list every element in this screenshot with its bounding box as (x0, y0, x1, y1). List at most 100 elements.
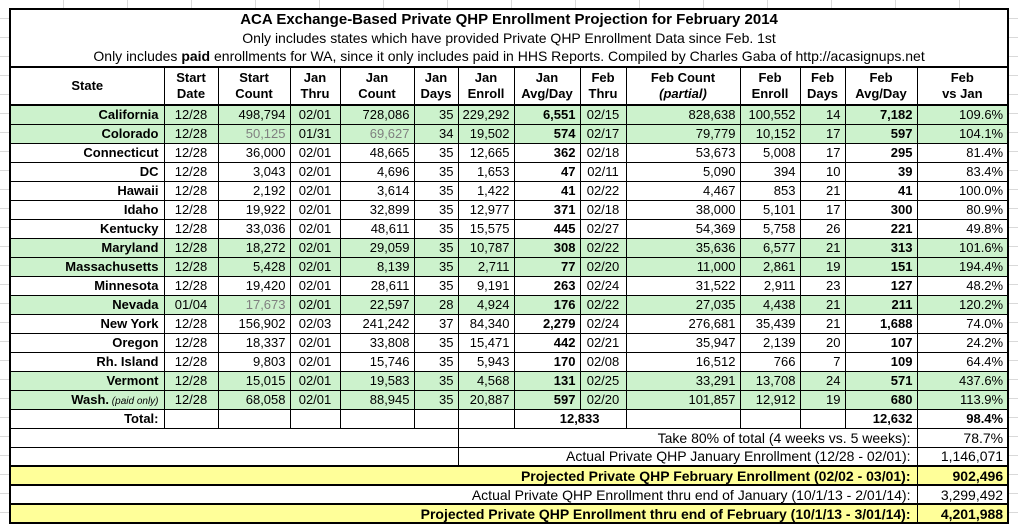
cell-jan-thru (289, 408, 341, 429)
cell-jan-days: 35 (413, 275, 459, 296)
title-row: ACA Exchange-Based Private QHP Enrollmen… (9, 8, 1009, 68)
cell-start-date: 12/28 (163, 256, 219, 277)
cell-feb-vs-jan: 109.6% (916, 104, 1009, 125)
cell-feb-count-partial: 16,512 (625, 351, 741, 372)
cell-jan-days: 35 (413, 180, 459, 201)
summary-spacer (9, 446, 459, 467)
state-name: Oregon (9, 332, 165, 353)
cell-jan-count: 29,059 (339, 237, 415, 258)
cell-jan-enroll: 4,924 (457, 294, 515, 315)
cell-feb-enroll: 2,861 (739, 256, 801, 277)
cell-jan-avg-day: 445 (513, 218, 581, 239)
cell-start-count: 68,058 (217, 389, 291, 410)
cell-start-date: 12/28 (163, 199, 219, 220)
cell-jan-avg-day: 597 (513, 389, 581, 410)
cell-feb-avg-day: 109 (844, 351, 918, 372)
cell-feb-days: 17 (799, 199, 846, 220)
enrollment-table: ACA Exchange-Based Private QHP Enrollmen… (9, 8, 1010, 524)
cell-start-count: 18,272 (217, 237, 291, 258)
cell-feb-thru: 02/27 (579, 218, 627, 239)
cell-feb-thru: 02/15 (579, 104, 627, 125)
column-header-feb-thru: Feb Thru (579, 66, 627, 106)
cell-feb-avg-day: 295 (844, 142, 918, 163)
summary-label: Actual Private QHP Enrollment thru end o… (9, 484, 918, 505)
cell-start-count: 19,420 (217, 275, 291, 296)
cell-start-date: 12/28 (163, 180, 219, 201)
total-label: Total: (9, 408, 165, 429)
cell-feb-thru: 02/24 (579, 313, 627, 334)
cell-jan-count: 48,665 (339, 142, 415, 163)
cell-feb-vs-jan: 104.1% (916, 123, 1009, 144)
cell-feb-thru: 02/18 (579, 199, 627, 220)
cell-jan-avg-day: 362 (513, 142, 581, 163)
cell-jan-enroll: 10,787 (457, 237, 515, 258)
cell-feb-count-partial (625, 408, 741, 429)
summary-label: Take 80% of total (4 weeks vs. 5 weeks): (457, 427, 918, 448)
column-header-start-date: Start Date (163, 66, 219, 106)
cell-start-count: 19,922 (217, 199, 291, 220)
column-header-feb-count-partial: Feb Count (partial) (625, 66, 741, 106)
cell-jan-count: 22,597 (339, 294, 415, 315)
cell-jan-days: 35 (413, 256, 459, 277)
cell-feb-enroll: 5,008 (739, 142, 801, 163)
cell-feb-days: 23 (799, 275, 846, 296)
cell-jan-avg-day: 2,279 (513, 313, 581, 334)
cell-feb-vs-jan: 113.9% (916, 389, 1009, 410)
cell-jan-enroll: 2,711 (457, 256, 515, 277)
cell-jan-count: 32,899 (339, 199, 415, 220)
cell-jan-days: 35 (413, 389, 459, 410)
cell-feb-avg-day: 41 (844, 180, 918, 201)
cell-jan-thru: 02/03 (289, 313, 341, 334)
summary-label: Projected Private QHP February Enrollmen… (9, 465, 918, 486)
cell-feb-count-partial: 53,673 (625, 142, 741, 163)
cell-jan-days: 35 (413, 237, 459, 258)
cell-feb-avg-day: 7,182 (844, 104, 918, 125)
cell-feb-thru: 02/24 (579, 275, 627, 296)
cell-feb-enroll: 2,139 (739, 332, 801, 353)
state-name: Rh. Island (9, 351, 165, 372)
column-header-jan-days: Jan Days (413, 66, 459, 106)
cell-jan-days: 35 (413, 370, 459, 391)
cell-start-date: 12/28 (163, 351, 219, 372)
cell-jan-count (339, 408, 415, 429)
summary-row-2: Actual Private QHP January Enrollment (1… (9, 446, 1009, 467)
cell-feb-avg-day: 127 (844, 275, 918, 296)
cell-feb-count-partial: 54,369 (625, 218, 741, 239)
cell-start-count: 18,337 (217, 332, 291, 353)
cell-feb-count-partial: 101,857 (625, 389, 741, 410)
cell-start-count: 50,125 (217, 123, 291, 144)
state-row-colorado: Colorado 12/28 50,125 01/31 69,627 34 19,502 57… (9, 123, 1009, 144)
cell-feb-days: 21 (799, 180, 846, 201)
cell-feb-thru: 02/22 (579, 237, 627, 258)
cell-start-date: 12/28 (163, 275, 219, 296)
cell-jan-avg-day: 170 (513, 351, 581, 372)
state-name: Colorado (9, 123, 165, 144)
cell-start-count: 156,902 (217, 313, 291, 334)
cell-jan-enroll: 12,665 (457, 142, 515, 163)
cell-start-date: 12/28 (163, 142, 219, 163)
summary-row-3: Projected Private QHP February Enrollmen… (9, 465, 1009, 486)
cell-jan-avg-day: 131 (513, 370, 581, 391)
cell-feb-enroll (739, 408, 801, 429)
cell-feb-thru: 02/22 (579, 180, 627, 201)
cell-start-date: 12/28 (163, 161, 219, 182)
cell-feb-days: 10 (799, 161, 846, 182)
cell-feb-thru: 02/11 (579, 161, 627, 182)
cell-feb-enroll: 766 (739, 351, 801, 372)
total-row: Total: 12,833 12,632 98.4% (9, 408, 1009, 429)
cell-jan-enroll: 12,977 (457, 199, 515, 220)
cell-feb-vs-jan: 194.4% (916, 256, 1009, 277)
cell-feb-count-partial: 276,681 (625, 313, 741, 334)
cell-jan-enroll: 15,575 (457, 218, 515, 239)
cell-jan-thru: 02/01 (289, 142, 341, 163)
cell-start-count (217, 408, 291, 429)
cell-feb-enroll: 5,101 (739, 199, 801, 220)
cell-start-date: 12/28 (163, 104, 219, 125)
cell-feb-thru: 02/22 (579, 294, 627, 315)
column-header-jan-enroll: Jan Enroll (457, 66, 515, 106)
cell-feb-vs-jan: 49.8% (916, 218, 1009, 239)
cell-jan-thru: 02/01 (289, 332, 341, 353)
cell-feb-enroll: 4,438 (739, 294, 801, 315)
summary-value: 1,146,071 (916, 446, 1009, 467)
cell-feb-vs-jan: 80.9% (916, 199, 1009, 220)
